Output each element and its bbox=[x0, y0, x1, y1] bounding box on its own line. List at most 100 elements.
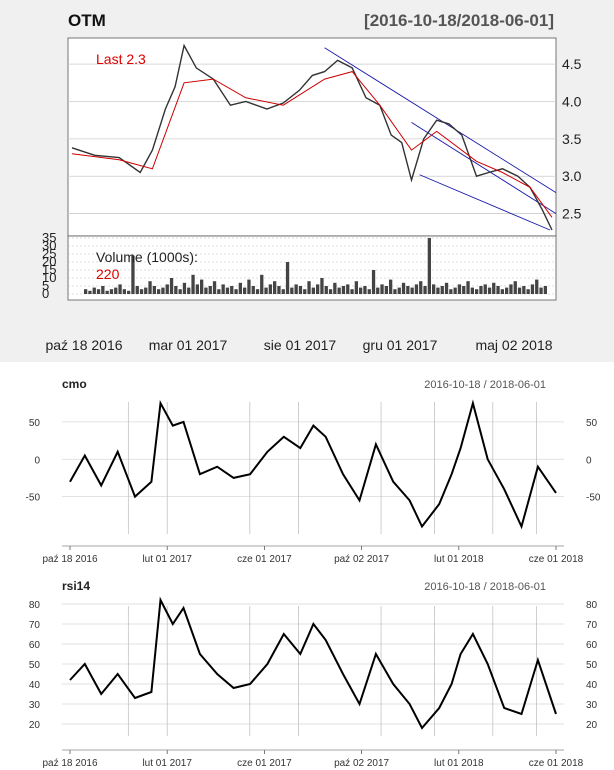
volume-y-tick: 15 bbox=[42, 262, 56, 277]
rsi-y-tick-left: 30 bbox=[29, 700, 41, 711]
volume-bar bbox=[376, 287, 380, 294]
cmo-x-tick: paź 02 2017 bbox=[334, 554, 389, 565]
volume-bar bbox=[427, 238, 431, 294]
volume-bar bbox=[208, 286, 212, 294]
price-y-axis: 4.5 4.0 3.5 3.0 2.5 bbox=[562, 56, 582, 221]
rsi-y-tick-left: 40 bbox=[29, 680, 41, 691]
volume-bar bbox=[122, 289, 126, 294]
volume-bar bbox=[105, 290, 109, 294]
volume-y-tick: 0 bbox=[42, 286, 49, 301]
volume-bar bbox=[169, 278, 174, 294]
volume-bar bbox=[530, 284, 535, 294]
volume-bar bbox=[354, 281, 358, 294]
volume-bar bbox=[522, 286, 526, 294]
volume-bar bbox=[101, 286, 105, 294]
volume-bar bbox=[217, 289, 221, 294]
volume-bar bbox=[479, 286, 483, 294]
volume-bar bbox=[212, 281, 217, 294]
volume-bar bbox=[127, 290, 131, 294]
volume-bar bbox=[397, 287, 401, 294]
date-range-label: [2016-10-18/2018-06-01] bbox=[364, 11, 554, 30]
volume-bar bbox=[410, 287, 414, 294]
volume-bar bbox=[234, 289, 238, 294]
cmo-y-axis: 50 50 0 0 -50 -50 bbox=[26, 418, 601, 504]
volume-bar bbox=[161, 287, 165, 294]
volume-bar bbox=[324, 286, 328, 294]
rsi-y-tick-left: 20 bbox=[29, 720, 41, 731]
volume-bar bbox=[92, 287, 96, 294]
channel-upper-line bbox=[324, 47, 557, 194]
volume-bar bbox=[333, 282, 337, 294]
rsi-y-tick-left: 70 bbox=[29, 620, 41, 631]
volume-bar bbox=[225, 287, 230, 294]
volume-bar bbox=[264, 287, 268, 294]
volume-bar bbox=[535, 279, 539, 294]
volume-title: Volume (1000s): bbox=[96, 249, 198, 265]
cmo-series-line bbox=[69, 399, 557, 530]
cmo-range-label: 2016-10-18 / 2018-06-01 bbox=[424, 379, 546, 391]
volume-bar bbox=[268, 284, 272, 294]
volume-bar bbox=[517, 287, 522, 294]
volume-bar bbox=[414, 284, 419, 294]
volume-bar bbox=[432, 284, 436, 294]
price-volume-chart: OTM [2016-10-18/2018-06-01] 4.5 4.0 3.5 3.0… bbox=[42, 11, 582, 353]
cmo-y-tick-right: 0 bbox=[586, 455, 592, 466]
volume-bar bbox=[174, 286, 178, 294]
volume-bar bbox=[483, 284, 487, 294]
volume-bar bbox=[363, 286, 367, 294]
volume-bar bbox=[230, 286, 234, 294]
price-y-tick: 2.5 bbox=[562, 206, 582, 222]
volume-bar bbox=[118, 284, 122, 294]
main-x-tick: paź 18 2016 bbox=[45, 337, 122, 353]
price-y-tick: 4.5 bbox=[562, 56, 582, 72]
cmo-y-tick-left: -50 bbox=[26, 493, 41, 504]
rsi-y-tick-right: 70 bbox=[586, 620, 598, 631]
volume-bar bbox=[243, 287, 247, 294]
rsi-y-tick-left: 50 bbox=[29, 660, 41, 671]
volume-bar bbox=[109, 289, 114, 294]
volume-bar bbox=[436, 287, 440, 294]
volume-last-label: 220 bbox=[96, 266, 120, 282]
rsi-y-tick-right: 30 bbox=[586, 700, 598, 711]
volume-bar bbox=[298, 286, 303, 294]
cmo-title: cmo bbox=[62, 377, 87, 391]
cmo-y-tick-right: 50 bbox=[586, 418, 598, 429]
volume-bar bbox=[311, 287, 315, 294]
rsi-y-axis: 80 80 70 70 60 60 50 50 40 40 30 30 20 20 bbox=[29, 600, 598, 731]
volume-bar bbox=[359, 287, 363, 294]
volume-bar bbox=[384, 286, 388, 294]
volume-bars bbox=[84, 238, 547, 294]
cmo-x-tick: cze 01 2017 bbox=[237, 554, 292, 565]
rsi-x-tick: cze 01 2018 bbox=[529, 758, 584, 769]
volume-bar bbox=[96, 289, 101, 294]
volume-bar bbox=[350, 289, 354, 294]
volume-bar bbox=[303, 289, 307, 294]
volume-bar bbox=[260, 274, 264, 294]
volume-bar bbox=[165, 284, 169, 294]
volume-bar bbox=[444, 282, 449, 294]
rsi-y-tick-left: 80 bbox=[29, 600, 41, 611]
volume-bar bbox=[307, 281, 311, 294]
rsi-x-tick: paź 18 2016 bbox=[42, 758, 97, 769]
volume-bar bbox=[466, 281, 470, 294]
rsi-y-tick-left: 60 bbox=[29, 640, 41, 651]
volume-bar bbox=[238, 282, 242, 294]
rsi-y-tick-right: 20 bbox=[586, 720, 598, 731]
volume-bar bbox=[505, 287, 509, 294]
volume-bar bbox=[457, 284, 462, 294]
rsi-y-tick-right: 80 bbox=[586, 600, 598, 611]
main-x-axis: paź 18 2016 mar 01 2017 sie 01 2017 gru 01 … bbox=[45, 337, 552, 353]
volume-bar bbox=[84, 289, 88, 294]
rsi-range-label: 2016-10-18 / 2018-06-01 bbox=[424, 581, 546, 593]
rsi-y-tick-right: 50 bbox=[586, 660, 598, 671]
volume-bar bbox=[380, 284, 384, 294]
trend-channel bbox=[324, 47, 557, 231]
channel-mid-line bbox=[411, 122, 557, 214]
cmo-x-tick: paź 18 2016 bbox=[42, 554, 97, 565]
volume-bar bbox=[509, 284, 513, 294]
volume-y-tick: 30 bbox=[42, 238, 56, 253]
volume-bar bbox=[135, 286, 139, 294]
volume-bar bbox=[204, 287, 208, 294]
volume-bar bbox=[423, 286, 427, 294]
cmo-y-tick-right: -50 bbox=[586, 493, 601, 504]
